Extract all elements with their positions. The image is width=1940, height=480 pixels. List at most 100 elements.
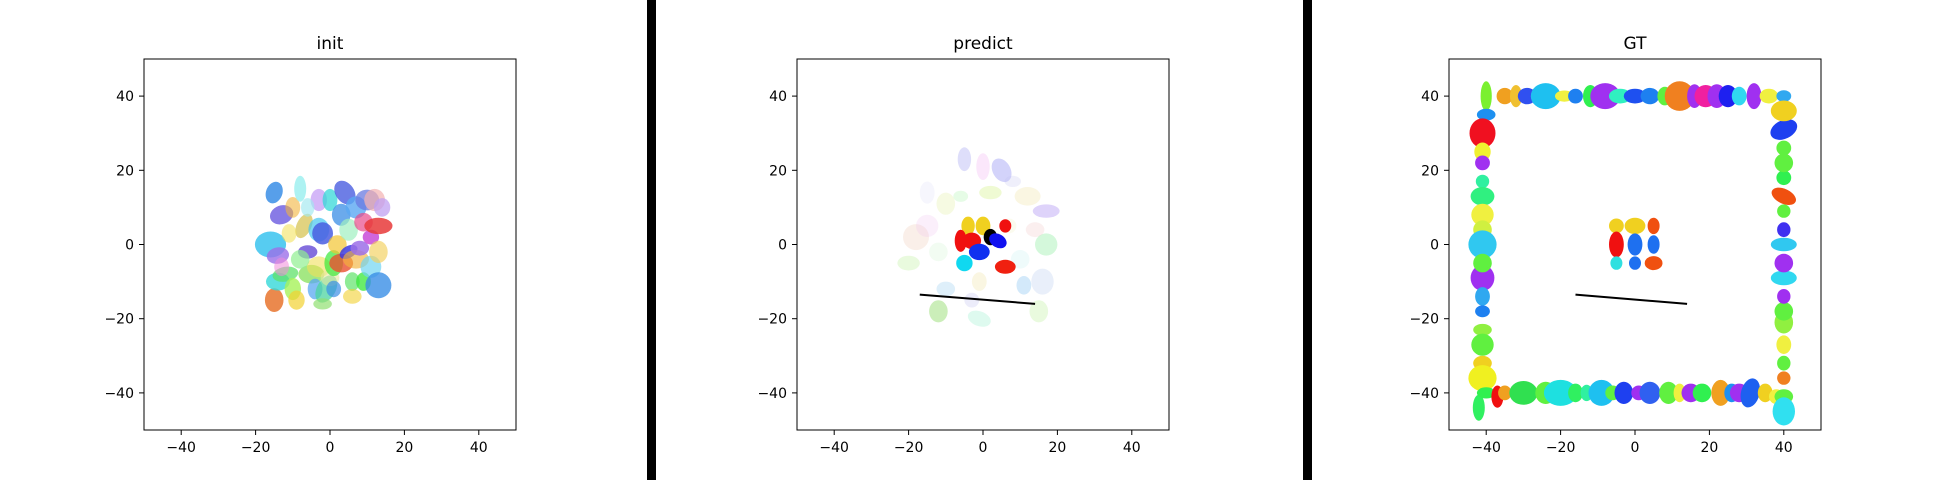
ellipse-mark [264, 288, 284, 312]
ellipse-mark [1469, 118, 1496, 148]
ellipse-mark [1776, 90, 1792, 102]
ellipse-mark [1530, 83, 1561, 110]
ellipse-mark [1770, 119, 1798, 140]
ellipse-mark [301, 198, 315, 217]
x-tick-label: 0 [1631, 440, 1640, 456]
ellipse-mark [1770, 100, 1797, 122]
ellipse-mark [1774, 153, 1794, 173]
ellipse-mark [274, 257, 289, 277]
ellipse-mark [1474, 142, 1491, 162]
ellipse-mark [954, 229, 967, 252]
panel-predict: −40 −20 0 20 40 40 20 0 −20 −40 predict [757, 34, 1170, 456]
ellipse-mark [1470, 187, 1495, 206]
ellipse-mark [957, 147, 972, 172]
panel-init: −40 −20 0 20 40 40 20 0 −20 −40 init [104, 34, 517, 456]
plot-content [1468, 81, 1798, 426]
ellipse-mark [1774, 302, 1794, 321]
ellipse-mark [1568, 383, 1583, 403]
ellipse-mark [1471, 333, 1494, 356]
y-tick-label: −20 [1409, 312, 1439, 328]
y-tick-label: −20 [104, 312, 134, 328]
ellipse-mark [1772, 397, 1796, 426]
ellipse-mark [1472, 394, 1485, 421]
ellipse-mark [1590, 83, 1621, 110]
ellipse-mark [961, 216, 975, 236]
ellipse-mark [1016, 276, 1032, 295]
ellipse-mark [1647, 235, 1660, 254]
ellipse-mark [1776, 140, 1792, 156]
ellipse-mark [1770, 237, 1797, 252]
ellipse-mark [1673, 383, 1686, 403]
ellipse-mark [369, 240, 388, 263]
ellipse-mark [290, 249, 310, 269]
ellipse-mark [1473, 253, 1492, 273]
ellipse-mark [1588, 379, 1615, 406]
ellipse-mark [1740, 378, 1761, 408]
separator-right [1303, 0, 1312, 480]
ellipse-mark [1475, 155, 1490, 171]
ellipse-mark [1004, 175, 1021, 187]
x-tick-label: −20 [241, 440, 271, 456]
ellipse-mark [1711, 379, 1730, 406]
y-tick-label: −40 [104, 386, 134, 402]
ellipse-mark [1609, 218, 1624, 234]
ellipse-mark [1010, 249, 1030, 269]
ellipse-mark [294, 175, 307, 202]
ellipse-mark [929, 300, 948, 323]
ellipse-mark [326, 280, 342, 298]
ellipse-mark [936, 192, 956, 215]
ellipse-mark [1468, 365, 1497, 392]
ellipse-mark [1644, 256, 1663, 271]
ellipse-mark [288, 290, 305, 310]
y-tick-label: −40 [1409, 386, 1439, 402]
ellipse-mark [916, 214, 939, 237]
ellipse-mark [343, 289, 362, 304]
ellipse-mark [339, 218, 358, 241]
ellipse-mark [1771, 187, 1796, 205]
ellipse-mark [967, 310, 991, 327]
y-tick-label: −20 [757, 312, 787, 328]
ellipse-mark [1664, 81, 1695, 111]
y-tick-label: 20 [769, 163, 787, 179]
ellipse-mark [1776, 170, 1792, 186]
chart-title: init [317, 34, 344, 54]
ellipse-mark [1510, 85, 1522, 108]
ellipse-mark [344, 272, 360, 291]
ellipse-mark [1610, 256, 1623, 270]
ellipse-mark [310, 188, 327, 212]
x-tick-label: 0 [979, 440, 988, 456]
ellipse-mark [1509, 381, 1538, 405]
ellipse-mark [903, 224, 929, 251]
x-tick-label: 20 [1048, 440, 1066, 456]
ellipse-mark [1029, 300, 1049, 323]
y-tick-label: 0 [778, 238, 787, 254]
ellipse-mark [999, 219, 1012, 233]
ellipse-mark [1759, 88, 1779, 104]
ellipse-mark [968, 243, 990, 261]
chart-title: GT [1624, 34, 1648, 54]
panel-gt: −40 −20 0 20 40 40 20 0 −20 −40 GT [1409, 34, 1822, 456]
ellipse-mark [956, 254, 973, 272]
ellipse-mark [1647, 217, 1660, 235]
line-mark [1575, 293, 1688, 305]
ellipse-mark [1692, 383, 1712, 403]
ellipse-mark [1777, 371, 1791, 385]
x-tick-label: 40 [1775, 440, 1793, 456]
ellipse-mark [979, 185, 1002, 200]
x-tick-label: 0 [326, 440, 335, 456]
ellipse-mark [313, 298, 332, 310]
ellipse-mark [1498, 385, 1512, 401]
ellipse-mark [919, 181, 935, 204]
ellipse-mark [1770, 270, 1797, 286]
ellipse-mark [364, 217, 393, 235]
ellipse-mark [1757, 383, 1773, 403]
ellipse-mark [897, 255, 920, 271]
ellipse-mark [1475, 287, 1490, 306]
ellipse-mark [971, 272, 987, 291]
ellipse-mark [1025, 222, 1045, 238]
ellipse-mark [295, 213, 313, 239]
ellipse-mark [312, 222, 333, 245]
x-tick-label: −20 [1546, 440, 1576, 456]
ellipse-mark [1659, 381, 1678, 404]
